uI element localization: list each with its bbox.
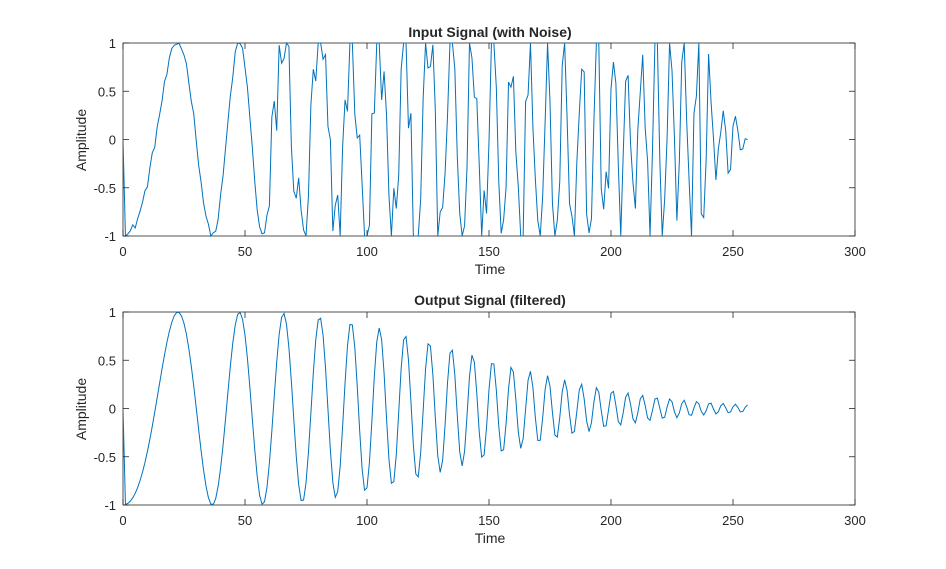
y-tick-label: 1 <box>109 305 116 320</box>
y-tick-label: 0.5 <box>98 84 116 99</box>
y-tick-label: -0.5 <box>94 181 116 196</box>
y-tick-label: 0.5 <box>98 353 116 368</box>
series-line <box>123 42 748 237</box>
axes-box <box>122 311 856 506</box>
series-line <box>123 311 748 506</box>
x-tick-label: 250 <box>722 513 744 528</box>
y-tick-label: -1 <box>104 229 116 244</box>
plot-output-signal: Output Signal (filtered) 0 50 100 150 200 250… <box>73 292 866 546</box>
x-tick-label: 300 <box>844 244 866 259</box>
x-tick-label: 100 <box>356 513 378 528</box>
axes-area: 0 50 100 150 200 250 300 1 0.5 0 -0.5 -1 <box>94 305 866 528</box>
x-axis-label: Time <box>475 530 506 546</box>
x-tick-label: 150 <box>478 244 500 259</box>
x-tick-label: 200 <box>600 244 622 259</box>
y-axis-label: Amplitude <box>73 109 89 171</box>
y-axis-label: Amplitude <box>73 378 89 440</box>
plot-title: Input Signal (with Noise) <box>408 24 571 40</box>
plot-input-signal: Input Signal (with Noise) 0 50 100 150 200 25… <box>73 24 866 277</box>
x-tick-label: 250 <box>722 244 744 259</box>
y-tick-label: -1 <box>104 498 116 513</box>
plot-title: Output Signal (filtered) <box>414 292 566 308</box>
x-tick-label: 150 <box>478 513 500 528</box>
y-tick-label: 0 <box>109 133 116 148</box>
y-tick-label: 1 <box>109 36 116 51</box>
x-tick-label: 200 <box>600 513 622 528</box>
x-tick-label: 0 <box>119 513 126 528</box>
x-tick-label: 50 <box>238 513 252 528</box>
x-tick-label: 300 <box>844 513 866 528</box>
x-tick-label: 0 <box>119 244 126 259</box>
x-axis-label: Time <box>475 261 506 277</box>
y-tick-label: 0 <box>109 402 116 417</box>
axes-area: 0 50 100 150 200 250 300 1 0.5 0 -0.5 -1 <box>94 36 866 259</box>
x-tick-label: 50 <box>238 244 252 259</box>
x-tick-label: 100 <box>356 244 378 259</box>
y-tick-label: -0.5 <box>94 450 116 465</box>
